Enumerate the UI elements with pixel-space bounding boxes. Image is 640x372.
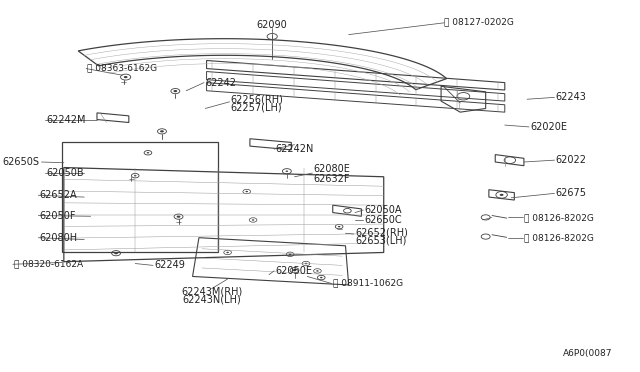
- Text: 62652(RH): 62652(RH): [355, 227, 408, 237]
- Circle shape: [500, 194, 504, 196]
- Circle shape: [285, 170, 288, 172]
- Circle shape: [134, 175, 136, 176]
- Circle shape: [246, 191, 248, 192]
- Text: 62050E: 62050E: [275, 266, 312, 276]
- Text: 62675: 62675: [556, 188, 587, 198]
- Text: 62050A: 62050A: [365, 205, 402, 215]
- Circle shape: [173, 90, 177, 92]
- Circle shape: [320, 277, 323, 278]
- Text: 62050F: 62050F: [40, 211, 76, 221]
- Text: Ⓝ 08911-1062G: Ⓝ 08911-1062G: [333, 278, 403, 287]
- Circle shape: [114, 252, 118, 254]
- Text: 62243N(LH): 62243N(LH): [182, 294, 241, 304]
- Text: 62650S: 62650S: [3, 157, 40, 167]
- Text: 62242M: 62242M: [46, 115, 86, 125]
- Text: Ⓢ 08363-6162G: Ⓢ 08363-6162G: [88, 63, 157, 72]
- Circle shape: [316, 270, 319, 272]
- Circle shape: [289, 254, 291, 255]
- Text: 62256(RH): 62256(RH): [231, 94, 284, 104]
- Circle shape: [177, 215, 180, 218]
- Circle shape: [338, 226, 340, 227]
- Circle shape: [292, 269, 296, 271]
- Circle shape: [147, 152, 149, 154]
- Text: Ⓑ 08126-8202G: Ⓑ 08126-8202G: [524, 233, 594, 242]
- Text: 62090: 62090: [257, 20, 287, 31]
- Circle shape: [160, 130, 164, 132]
- Text: 62650C: 62650C: [365, 215, 402, 225]
- Text: 62243M(RH): 62243M(RH): [181, 286, 243, 296]
- Text: 62632F: 62632F: [314, 174, 350, 184]
- Text: Ⓑ 08127-0202G: Ⓑ 08127-0202G: [444, 17, 514, 26]
- Text: 62242: 62242: [205, 78, 236, 88]
- Text: 62653(LH): 62653(LH): [355, 235, 406, 246]
- Text: Ⓢ 08320-6162A: Ⓢ 08320-6162A: [14, 259, 83, 268]
- Text: 62080E: 62080E: [314, 164, 351, 174]
- Text: 62080H: 62080H: [40, 233, 77, 243]
- Text: 62050B: 62050B: [46, 168, 84, 178]
- Circle shape: [305, 263, 307, 264]
- Circle shape: [227, 252, 229, 253]
- Text: 62257(LH): 62257(LH): [231, 103, 282, 113]
- Text: 62242N: 62242N: [275, 144, 314, 154]
- Text: 62243: 62243: [556, 92, 587, 102]
- Circle shape: [252, 219, 254, 221]
- Text: 62652A: 62652A: [40, 190, 77, 200]
- Text: 62022: 62022: [556, 155, 587, 165]
- Text: Ⓑ 08126-8202G: Ⓑ 08126-8202G: [524, 213, 594, 222]
- Text: A6P0(0087: A6P0(0087: [563, 350, 612, 359]
- Circle shape: [124, 76, 127, 78]
- Text: 62020E: 62020E: [531, 122, 567, 132]
- Text: 62249: 62249: [154, 260, 185, 270]
